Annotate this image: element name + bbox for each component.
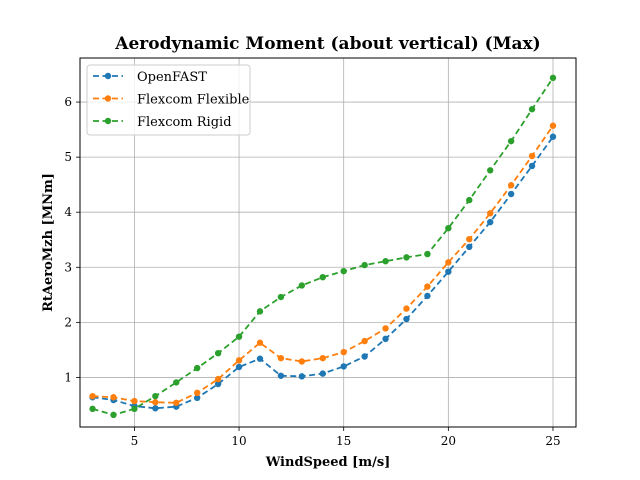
x-tick-label: 20	[441, 434, 456, 448]
data-point-flexcom-rigid	[340, 267, 347, 275]
series-line-flexcom-flexible	[92, 125, 554, 404]
data-point-flexcom-flexible	[110, 394, 117, 401]
data-point-flexcom-flexible	[89, 392, 96, 400]
data-point-flexcom-flexible	[235, 357, 243, 364]
data-point-openfast	[319, 370, 326, 377]
series-layer	[89, 74, 557, 419]
data-point-openfast	[277, 372, 285, 379]
legend-label: Flexcom Flexible	[137, 93, 250, 108]
data-point-flexcom-rigid	[528, 106, 536, 113]
series-flexcom-flexible	[89, 122, 557, 406]
x-tick-label: 10	[231, 434, 246, 448]
y-tick-label: 2	[64, 315, 72, 329]
y-tick-label: 6	[64, 95, 72, 109]
data-point-openfast	[403, 315, 410, 323]
data-point-flexcom-rigid	[214, 350, 222, 357]
data-point-flexcom-rigid	[110, 411, 117, 419]
legend-label: OpenFAST	[137, 70, 207, 85]
data-point-flexcom-rigid	[549, 74, 557, 82]
x-axis-label: WindSpeed [m/s]	[265, 455, 391, 470]
legend: OpenFAST Flexcom Flexible Flexcom Rigid	[86, 64, 251, 136]
data-point-openfast	[152, 405, 159, 412]
data-point-flexcom-rigid	[298, 282, 306, 289]
data-point-flexcom-flexible	[131, 397, 138, 405]
y-tick-label: 5	[64, 150, 72, 164]
data-point-flexcom-rigid	[319, 273, 326, 281]
data-point-flexcom-flexible	[361, 337, 368, 345]
data-point-flexcom-rigid	[152, 392, 159, 400]
data-point-openfast	[466, 243, 473, 251]
data-point-flexcom-flexible	[152, 399, 159, 406]
data-point-flexcom-rigid	[89, 405, 96, 413]
y-axis-label: RtAeroMzh [MNm]	[41, 173, 56, 312]
chart-title: Aerodynamic Moment (about vertical) (Max…	[114, 34, 540, 54]
data-point-flexcom-rigid	[235, 333, 243, 340]
data-point-openfast	[256, 355, 264, 362]
data-point-openfast	[382, 335, 389, 343]
data-point-flexcom-rigid	[507, 137, 515, 145]
data-point-flexcom-flexible	[193, 389, 201, 397]
legend-label: Flexcom Rigid	[137, 115, 232, 130]
data-point-flexcom-flexible	[298, 358, 306, 365]
data-point-flexcom-flexible	[214, 375, 222, 383]
legend-marker	[104, 72, 112, 80]
data-point-flexcom-flexible	[424, 283, 431, 290]
data-point-flexcom-rigid	[403, 254, 410, 261]
plot-frame	[79, 57, 577, 428]
data-point-openfast	[528, 162, 536, 170]
data-point-openfast	[361, 353, 368, 360]
data-point-flexcom-rigid	[361, 261, 368, 269]
data-point-openfast	[445, 268, 452, 275]
data-point-flexcom-flexible	[277, 354, 285, 362]
ticks: 5 10 15 20 25 1 2 3 4 5 6	[64, 95, 560, 448]
x-tick-label: 15	[336, 434, 351, 448]
data-point-flexcom-rigid	[131, 405, 138, 413]
legend-marker	[104, 117, 112, 125]
data-point-flexcom-rigid	[277, 293, 285, 301]
legend-item-flexcom-flexible: Flexcom Flexible	[93, 93, 250, 108]
data-point-flexcom-rigid	[193, 364, 201, 372]
series-flexcom-rigid	[89, 74, 557, 419]
data-point-flexcom-rigid	[466, 196, 473, 204]
data-point-flexcom-flexible	[466, 235, 473, 243]
data-point-flexcom-flexible	[549, 122, 557, 129]
data-point-flexcom-flexible	[486, 210, 494, 217]
data-point-openfast	[214, 380, 222, 388]
data-point-openfast	[486, 218, 494, 226]
data-point-flexcom-flexible	[507, 182, 515, 189]
y-tick-label: 4	[64, 205, 72, 219]
data-point-flexcom-rigid	[424, 250, 431, 258]
data-point-flexcom-flexible	[445, 259, 452, 266]
data-point-flexcom-rigid	[486, 167, 494, 174]
data-point-flexcom-flexible	[256, 339, 264, 346]
data-point-flexcom-rigid	[382, 258, 389, 265]
data-point-flexcom-flexible	[340, 348, 347, 356]
data-point-flexcom-rigid	[256, 308, 264, 315]
y-tick-label: 1	[64, 370, 72, 384]
y-tick-label: 3	[64, 260, 72, 274]
data-point-flexcom-rigid	[445, 224, 452, 232]
legend-box	[86, 64, 251, 136]
data-point-openfast	[549, 133, 557, 140]
data-point-openfast	[424, 292, 431, 300]
legend-marker	[104, 95, 112, 102]
data-point-openfast	[193, 394, 201, 402]
data-point-flexcom-flexible	[403, 305, 410, 312]
data-point-flexcom-flexible	[173, 399, 180, 406]
data-point-openfast	[507, 190, 515, 198]
data-point-flexcom-flexible	[528, 152, 536, 160]
x-tick-label: 25	[545, 434, 560, 448]
legend-item-flexcom-rigid: Flexcom Rigid	[93, 115, 232, 130]
legend-item-openfast: OpenFAST	[93, 70, 207, 85]
data-point-openfast	[298, 373, 306, 380]
x-tick-label: 5	[131, 434, 139, 448]
data-point-flexcom-flexible	[382, 325, 389, 332]
data-point-openfast	[235, 363, 243, 371]
data-point-flexcom-rigid	[173, 379, 180, 386]
data-point-openfast	[340, 363, 347, 370]
grid	[80, 58, 576, 427]
data-point-flexcom-flexible	[319, 354, 326, 362]
series-openfast	[89, 133, 557, 412]
